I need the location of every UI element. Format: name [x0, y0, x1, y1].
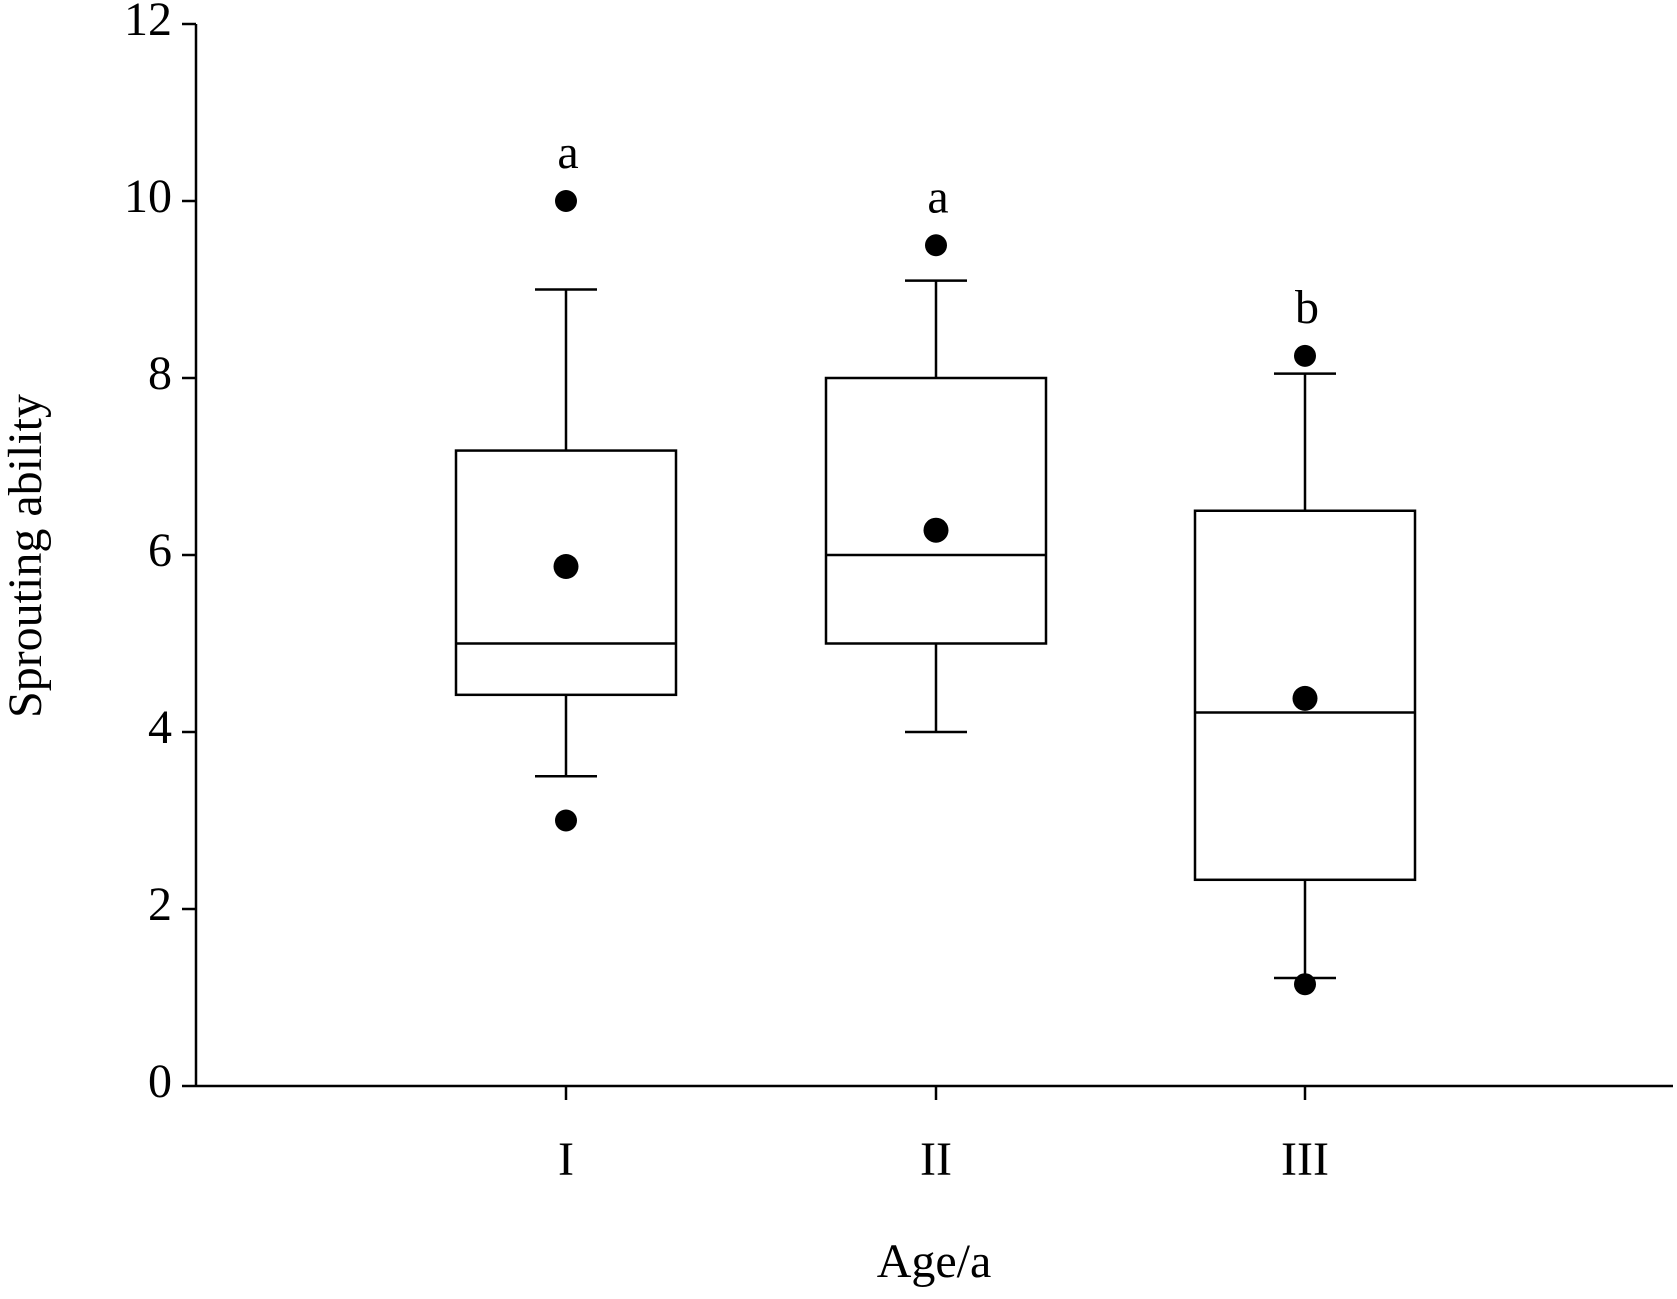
x-tick-label: I	[558, 1133, 574, 1186]
box	[1193, 509, 1417, 882]
outlier	[555, 809, 577, 832]
y-tick-label: 12	[124, 0, 172, 46]
outlier	[925, 234, 947, 257]
mean-dot	[553, 554, 579, 580]
outlier	[1294, 973, 1316, 996]
x-tick-label: III	[1281, 1133, 1329, 1186]
outlier	[555, 190, 577, 212]
y-tick-label: 0	[148, 1055, 172, 1108]
y-tick-label: 4	[148, 701, 172, 754]
y-tick-label: 2	[148, 878, 172, 931]
y-tick-label: 10	[124, 170, 172, 223]
box	[454, 449, 678, 697]
y-axis-title: Sprouting ability	[0, 394, 52, 718]
outlier	[1294, 344, 1316, 367]
y-tick-label: 6	[148, 524, 172, 577]
box	[824, 376, 1048, 645]
y-tick-label: 8	[148, 347, 172, 400]
significance-letter: a	[927, 170, 948, 223]
mean-dot	[923, 517, 949, 543]
significance-letter: a	[557, 126, 578, 179]
x-tick-label: II	[920, 1133, 952, 1186]
x-axis-title: Age/a	[877, 1235, 992, 1288]
mean-dot	[1292, 685, 1318, 711]
significance-letter: b	[1295, 281, 1319, 334]
